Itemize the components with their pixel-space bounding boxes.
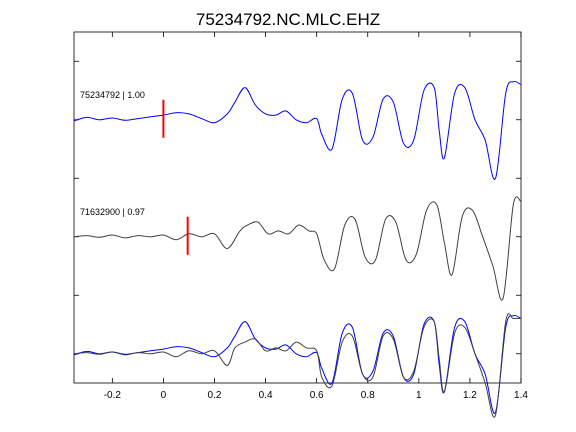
x-tick-label: 1.2 — [463, 390, 477, 401]
trace-label: 71632900 | 0.97 — [80, 207, 145, 217]
x-tick-label: -0.2 — [104, 390, 122, 401]
x-tick-label: 0.4 — [259, 390, 273, 401]
x-tick-label: 0.8 — [361, 390, 375, 401]
plot-area: -0.2 0 0.2 0.4 0.6 0.8 1 1.2 1.4 75234792 | 1.00 7… — [73, 31, 528, 418]
waveform-trace — [73, 196, 522, 301]
x-tick-label: 0.6 — [310, 390, 324, 401]
waveform-trace — [73, 80, 522, 180]
axes-frame — [73, 31, 522, 384]
waveform-trace — [73, 313, 522, 418]
x-tick-label: 0 — [161, 390, 167, 401]
trace-label: 75234792 | 1.00 — [80, 90, 145, 100]
waveform-trace — [73, 314, 522, 414]
x-tick-label: 1.4 — [514, 390, 528, 401]
chart-title: 75234792.NC.MLC.EHZ — [196, 10, 380, 29]
x-tick-label: 1 — [416, 390, 422, 401]
x-tick-label: 0.2 — [208, 390, 222, 401]
